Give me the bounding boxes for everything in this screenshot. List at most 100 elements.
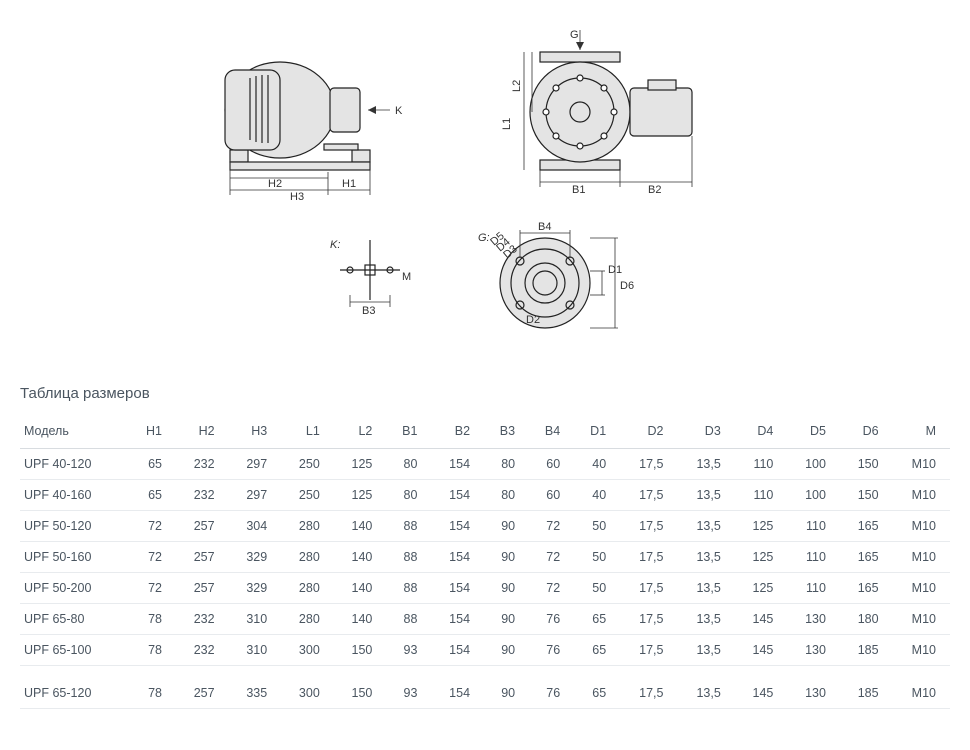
col-header: B2 <box>431 416 484 449</box>
value-cell: 329 <box>229 573 282 604</box>
value-cell: 125 <box>735 542 788 573</box>
value-cell: 80 <box>484 480 529 511</box>
value-cell: 13,5 <box>677 635 734 666</box>
label-B3: B3 <box>362 305 375 317</box>
value-cell: 65 <box>574 666 620 709</box>
value-cell: 76 <box>529 635 574 666</box>
value-cell: 13,5 <box>677 542 734 573</box>
value-cell: 17,5 <box>620 635 677 666</box>
value-cell: 17,5 <box>620 511 677 542</box>
value-cell: 72 <box>130 511 176 542</box>
detail-G: G: B4 D5 D4 D3 D2 <box>478 221 634 328</box>
value-cell: 17,5 <box>620 480 677 511</box>
table-row: UPF 40-160652322972501258015480604017,51… <box>20 480 950 511</box>
dimensions-table: МодельH1H2H3L1L2B1B2B3B4D1D2D3D4D5D6M UP… <box>20 416 950 709</box>
value-cell: 154 <box>431 604 484 635</box>
label-G: G <box>570 29 579 41</box>
value-cell: 76 <box>529 666 574 709</box>
col-header: M <box>893 416 950 449</box>
pump-side-view: K H2 H1 H3 <box>225 62 403 203</box>
table-row: UPF 65-100782323103001509315490766517,51… <box>20 635 950 666</box>
value-cell: 232 <box>176 604 229 635</box>
value-cell: 72 <box>529 511 574 542</box>
value-cell: 88 <box>386 573 431 604</box>
value-cell: 90 <box>484 666 529 709</box>
table-row: UPF 65-80782323102801408815490766517,513… <box>20 604 950 635</box>
value-cell: 154 <box>431 542 484 573</box>
value-cell: 180 <box>840 604 893 635</box>
value-cell: 50 <box>574 542 620 573</box>
value-cell: 145 <box>735 666 788 709</box>
model-cell: UPF 50-160 <box>20 542 130 573</box>
label-K-detail: K: <box>330 239 340 251</box>
value-cell: 13,5 <box>677 604 734 635</box>
value-cell: 125 <box>735 573 788 604</box>
value-cell: 130 <box>787 604 840 635</box>
value-cell: 329 <box>229 542 282 573</box>
value-cell: 300 <box>281 666 334 709</box>
value-cell: 50 <box>574 511 620 542</box>
table-row: UPF 50-120722573042801408815490725017,51… <box>20 511 950 542</box>
label-B4: B4 <box>538 221 551 233</box>
value-cell: 150 <box>840 480 893 511</box>
value-cell: 76 <box>529 604 574 635</box>
value-cell: 65 <box>130 480 176 511</box>
value-cell: 150 <box>334 635 387 666</box>
value-cell: 125 <box>735 511 788 542</box>
value-cell: 310 <box>229 604 282 635</box>
value-cell: 257 <box>176 666 229 709</box>
col-header: D6 <box>840 416 893 449</box>
value-cell: 72 <box>130 542 176 573</box>
value-cell: 88 <box>386 542 431 573</box>
value-cell: 90 <box>484 542 529 573</box>
table-body: UPF 40-120652322972501258015480604017,51… <box>20 449 950 709</box>
value-cell: 40 <box>574 480 620 511</box>
model-cell: UPF 40-160 <box>20 480 130 511</box>
technical-drawings: K H2 H1 H3 G <box>20 15 950 365</box>
col-header: D2 <box>620 416 677 449</box>
value-cell: 100 <box>787 449 840 480</box>
value-cell: M10 <box>893 635 950 666</box>
value-cell: 78 <box>130 666 176 709</box>
value-cell: 232 <box>176 635 229 666</box>
value-cell: 60 <box>529 449 574 480</box>
drawings-svg: K H2 H1 H3 G <box>180 15 760 355</box>
col-header: Модель <box>20 416 130 449</box>
value-cell: 154 <box>431 449 484 480</box>
value-cell: 13,5 <box>677 573 734 604</box>
value-cell: 88 <box>386 604 431 635</box>
pump-top-view: G <box>501 29 692 196</box>
table-row: UPF 65-120782573353001509315490766517,51… <box>20 666 950 709</box>
value-cell: 110 <box>787 573 840 604</box>
value-cell: 78 <box>130 604 176 635</box>
value-cell: 90 <box>484 604 529 635</box>
table-row: UPF 50-200722573292801408815490725017,51… <box>20 573 950 604</box>
value-cell: M10 <box>893 511 950 542</box>
value-cell: 154 <box>431 511 484 542</box>
value-cell: 280 <box>281 573 334 604</box>
value-cell: 100 <box>787 480 840 511</box>
label-K: K <box>395 105 403 117</box>
section-title: Таблица размеров <box>20 385 950 402</box>
value-cell: 257 <box>176 542 229 573</box>
value-cell: 72 <box>130 573 176 604</box>
value-cell: 154 <box>431 635 484 666</box>
col-header: H2 <box>176 416 229 449</box>
col-header: D3 <box>677 416 734 449</box>
value-cell: 250 <box>281 449 334 480</box>
value-cell: 110 <box>735 480 788 511</box>
label-M: M <box>402 271 411 283</box>
value-cell: M10 <box>893 542 950 573</box>
model-cell: UPF 65-120 <box>20 666 130 709</box>
label-H2: H2 <box>268 178 282 190</box>
value-cell: 140 <box>334 542 387 573</box>
value-cell: 280 <box>281 604 334 635</box>
col-header: D4 <box>735 416 788 449</box>
value-cell: 154 <box>431 666 484 709</box>
value-cell: 13,5 <box>677 666 734 709</box>
value-cell: 154 <box>431 573 484 604</box>
label-H3: H3 <box>290 191 304 203</box>
value-cell: 80 <box>484 449 529 480</box>
model-cell: UPF 65-100 <box>20 635 130 666</box>
detail-K: K: M B3 <box>330 239 411 317</box>
